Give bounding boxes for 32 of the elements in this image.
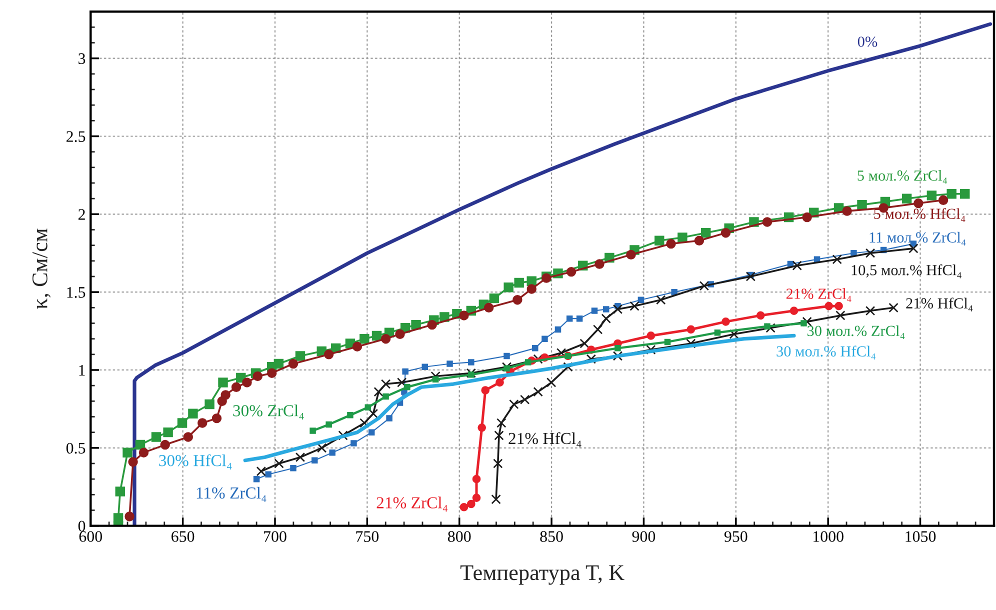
y-tick-label: 2.5: [66, 131, 86, 142]
series-label: 11 мол.% ZrCl₄: [870, 232, 966, 246]
annotation: 21% ZrCl₄: [376, 496, 448, 512]
series-label: 10,5 мол.% HfCl₄: [852, 264, 962, 278]
series-label: 30 мол.% ZrCl₄: [807, 325, 905, 340]
x-tick-label: 850: [540, 531, 563, 542]
x-tick-label: 650: [172, 531, 194, 542]
y-tick-label: 3: [78, 53, 86, 64]
x-tick-label: 750: [356, 531, 379, 542]
y-tick-label: 1: [79, 364, 85, 376]
y-tick-label: 0: [78, 520, 86, 532]
annotation: 30% ZrCl₄: [233, 404, 304, 420]
x-axis-title: Температура T, K: [460, 565, 624, 585]
y-tick-label: 2: [78, 209, 85, 220]
y-tick-label: 1.5: [67, 287, 86, 298]
x-tick-label: 700: [264, 531, 286, 542]
x-tick-label: 600: [79, 531, 102, 542]
x-tick-label: 900: [632, 531, 656, 542]
series-label: 21% HfCl₄: [906, 298, 973, 312]
series-label: 30 мол.% HfCl₄: [776, 346, 876, 360]
annotation: 30% HfCl₄: [159, 454, 232, 470]
x-tick-label: 950: [724, 531, 748, 542]
series-label: 21% ZrCl₄: [786, 288, 852, 302]
y-tick-label: 0.5: [66, 442, 86, 454]
series-label: 0%: [858, 36, 878, 47]
x-tick-label: 1050: [906, 531, 936, 542]
y-axis-title: κ, См/см: [32, 228, 51, 309]
annotation: 21% HfCl₄: [508, 432, 582, 448]
x-tick-label: 800: [448, 531, 471, 542]
x-tick-label: 1000: [814, 531, 844, 542]
series-label: 5 мол.% ZrCl₄: [858, 170, 948, 184]
annotation: 11% ZrCl₄: [196, 486, 266, 502]
